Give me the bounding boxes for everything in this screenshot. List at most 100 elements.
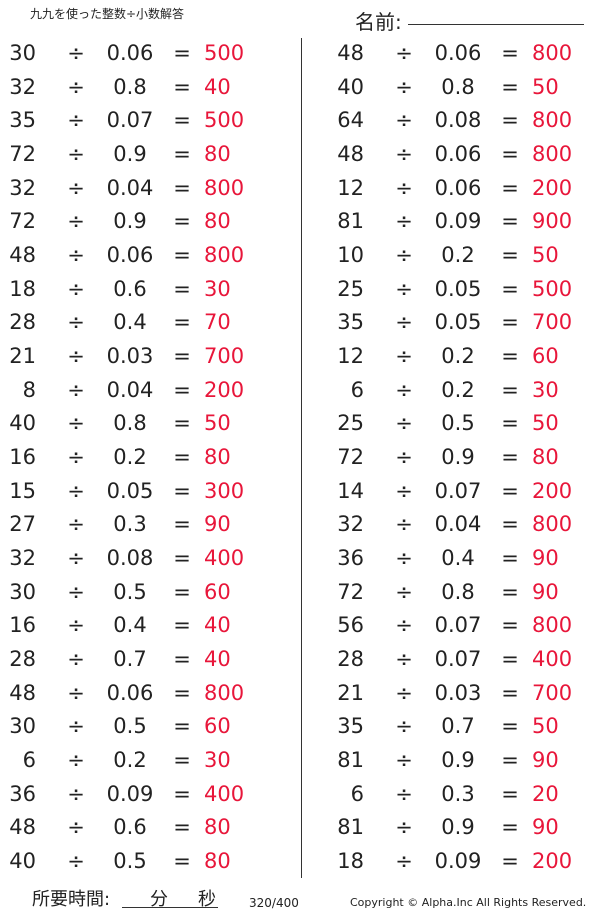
dividend: 35 bbox=[337, 714, 364, 739]
answer: 70 bbox=[204, 310, 231, 335]
equals-sign: = bbox=[173, 344, 191, 369]
equals-sign: = bbox=[501, 310, 519, 335]
divisor: 0.5 bbox=[113, 849, 147, 874]
answer: 90 bbox=[532, 579, 559, 604]
divisor: 0.03 bbox=[106, 344, 154, 369]
divide-sign: ÷ bbox=[67, 849, 85, 874]
dividend: 12 bbox=[337, 175, 364, 200]
equals-sign: = bbox=[501, 108, 519, 133]
equals-sign: = bbox=[501, 142, 519, 166]
equals-sign: = bbox=[173, 647, 191, 672]
dividend: 30 bbox=[9, 41, 36, 65]
answer: 800 bbox=[532, 613, 573, 638]
dividend: 25 bbox=[337, 411, 364, 436]
divide-sign: ÷ bbox=[67, 781, 85, 806]
answer: 500 bbox=[532, 276, 573, 301]
divisor: 0.09 bbox=[434, 209, 482, 234]
equals-sign: = bbox=[501, 849, 519, 874]
answer: 50 bbox=[532, 74, 559, 99]
answer: 40 bbox=[204, 647, 231, 672]
dividend: 14 bbox=[337, 478, 364, 503]
equals-sign: = bbox=[173, 209, 191, 234]
equals-sign: = bbox=[173, 243, 191, 268]
answer: 800 bbox=[204, 680, 245, 705]
answer: 800 bbox=[204, 243, 245, 268]
divisor: 0.4 bbox=[113, 613, 147, 638]
dividend: 6 bbox=[22, 748, 36, 773]
dividend: 12 bbox=[337, 344, 364, 369]
dividend: 32 bbox=[337, 512, 364, 537]
equals-sign: = bbox=[501, 41, 519, 65]
divide-sign: ÷ bbox=[395, 680, 413, 705]
divide-sign: ÷ bbox=[67, 411, 85, 436]
divisor: 0.06 bbox=[434, 175, 482, 200]
dividend: 40 bbox=[337, 74, 364, 99]
divide-sign: ÷ bbox=[395, 209, 413, 234]
dividend: 6 bbox=[350, 781, 364, 806]
answer: 50 bbox=[532, 714, 559, 739]
copyright: Copyright © Alpha.Inc All Rights Reserve… bbox=[350, 896, 587, 909]
divisor: 0.4 bbox=[441, 546, 475, 571]
dividend: 81 bbox=[337, 815, 364, 840]
dividend: 64 bbox=[337, 108, 364, 133]
divide-sign: ÷ bbox=[67, 243, 85, 268]
dividend: 18 bbox=[9, 276, 36, 301]
divide-sign: ÷ bbox=[395, 815, 413, 840]
divisor: 0.9 bbox=[113, 209, 147, 234]
divide-sign: ÷ bbox=[67, 377, 85, 402]
equals-sign: = bbox=[173, 142, 191, 166]
divisor: 0.07 bbox=[106, 108, 154, 133]
divisor: 0.9 bbox=[441, 815, 475, 840]
equals-sign: = bbox=[501, 512, 519, 537]
divisor: 0.8 bbox=[113, 74, 147, 99]
divide-sign: ÷ bbox=[67, 680, 85, 705]
dividend: 48 bbox=[337, 41, 364, 65]
divisor: 0.8 bbox=[441, 74, 475, 99]
divisor: 0.5 bbox=[441, 411, 475, 436]
answer: 80 bbox=[532, 445, 559, 470]
divisor: 0.08 bbox=[106, 546, 154, 571]
answer: 500 bbox=[204, 41, 245, 65]
divisor: 0.2 bbox=[441, 243, 475, 268]
dividend: 81 bbox=[337, 748, 364, 773]
equals-sign: = bbox=[173, 680, 191, 705]
equals-sign: = bbox=[173, 815, 191, 840]
equals-sign: = bbox=[173, 276, 191, 301]
dividend: 48 bbox=[9, 243, 36, 268]
dividend: 27 bbox=[9, 512, 36, 537]
equals-sign: = bbox=[501, 546, 519, 571]
equals-sign: = bbox=[501, 377, 519, 402]
answer: 50 bbox=[204, 411, 231, 436]
divisor: 0.06 bbox=[106, 41, 154, 65]
dividend: 28 bbox=[337, 647, 364, 672]
dividend: 30 bbox=[9, 714, 36, 739]
answer: 50 bbox=[532, 411, 559, 436]
answer: 80 bbox=[204, 142, 231, 166]
equals-sign: = bbox=[173, 41, 191, 65]
answer: 80 bbox=[204, 209, 231, 234]
divide-sign: ÷ bbox=[395, 849, 413, 874]
dividend: 28 bbox=[9, 310, 36, 335]
dividend: 8 bbox=[22, 377, 36, 402]
divide-sign: ÷ bbox=[395, 714, 413, 739]
divide-sign: ÷ bbox=[395, 613, 413, 638]
divide-sign: ÷ bbox=[67, 310, 85, 335]
dividend: 6 bbox=[350, 377, 364, 402]
divide-sign: ÷ bbox=[395, 243, 413, 268]
dividend: 30 bbox=[9, 579, 36, 604]
equals-sign: = bbox=[501, 74, 519, 99]
divisor: 0.6 bbox=[113, 276, 147, 301]
answer: 50 bbox=[532, 243, 559, 268]
answer: 20 bbox=[532, 781, 559, 806]
dividend: 32 bbox=[9, 175, 36, 200]
divisor: 0.2 bbox=[441, 377, 475, 402]
divide-sign: ÷ bbox=[395, 142, 413, 166]
divisor: 0.9 bbox=[441, 445, 475, 470]
equals-sign: = bbox=[501, 748, 519, 773]
equals-sign: = bbox=[501, 647, 519, 672]
equals-sign: = bbox=[173, 175, 191, 200]
divisor: 0.8 bbox=[441, 579, 475, 604]
dividend: 48 bbox=[9, 680, 36, 705]
answer: 60 bbox=[204, 714, 231, 739]
equals-sign: = bbox=[173, 445, 191, 470]
